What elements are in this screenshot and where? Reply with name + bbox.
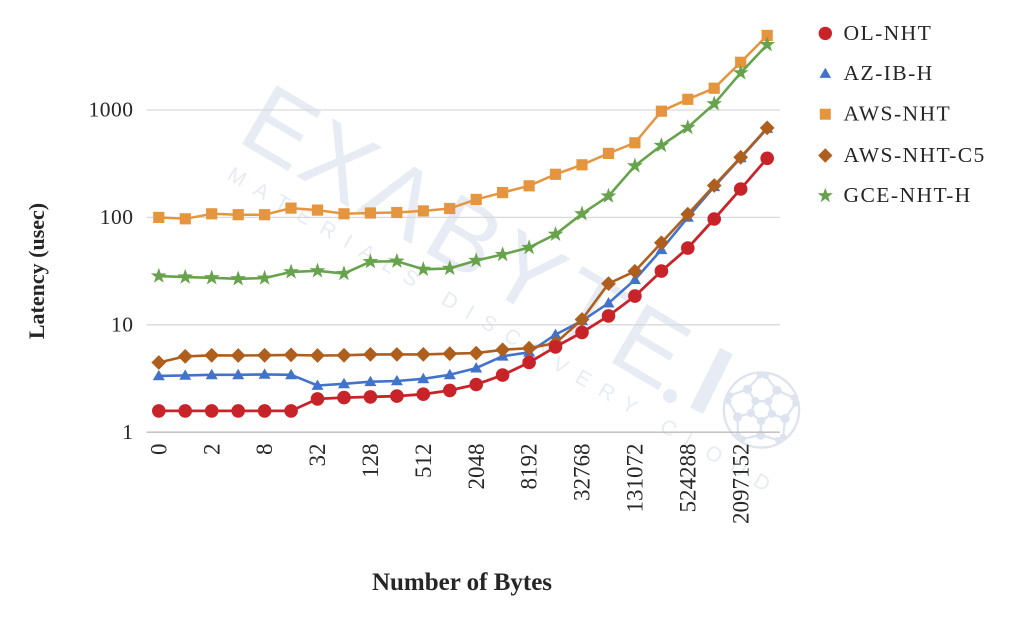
svg-text:100: 100 (100, 205, 134, 229)
svg-text:32768: 32768 (570, 444, 595, 502)
svg-text:8192: 8192 (517, 444, 542, 490)
svg-text:8: 8 (252, 444, 277, 456)
svg-text:0: 0 (146, 444, 171, 456)
svg-text:AZ-IB-H: AZ-IB-H (844, 61, 934, 85)
svg-text:10: 10 (111, 312, 134, 336)
svg-text:32: 32 (305, 444, 330, 467)
svg-text:OL-NHT: OL-NHT (844, 21, 933, 45)
svg-text:524288: 524288 (675, 444, 700, 513)
svg-text:128: 128 (358, 444, 383, 479)
svg-text:512: 512 (411, 444, 436, 479)
svg-text:Latency (usec): Latency (usec) (24, 203, 49, 339)
svg-text:GCE-NHT-H: GCE-NHT-H (844, 183, 972, 207)
svg-text:AWS-NHT-C5: AWS-NHT-C5 (844, 143, 986, 167)
svg-text:1000: 1000 (89, 98, 134, 122)
svg-text:1: 1 (122, 420, 133, 444)
svg-text:2097152: 2097152 (728, 444, 753, 525)
svg-text:2048: 2048 (464, 444, 489, 490)
svg-text:AWS-NHT: AWS-NHT (844, 102, 952, 126)
svg-text:2: 2 (199, 444, 224, 456)
svg-text:131072: 131072 (623, 444, 648, 513)
svg-text:Number of Bytes: Number of Bytes (372, 569, 552, 596)
